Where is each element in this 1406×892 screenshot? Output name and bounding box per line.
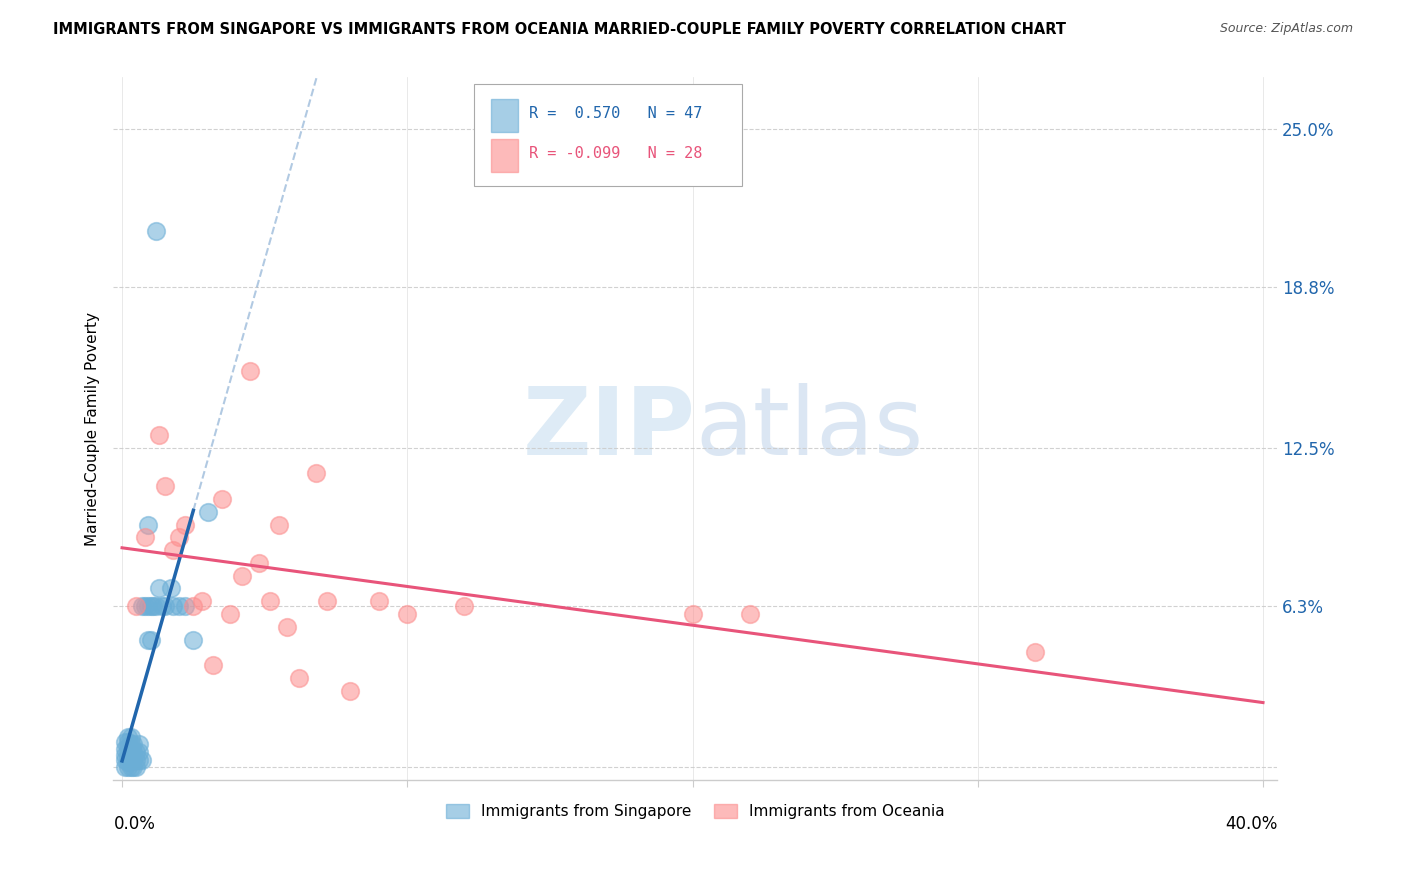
Point (316, 594, 339, 608)
Point (117, 730, 139, 744)
Point (162, 599, 184, 614)
FancyBboxPatch shape (491, 99, 519, 132)
Point (122, 760, 145, 774)
Point (162, 543, 184, 558)
Point (120, 737, 142, 751)
Text: IMMIGRANTS FROM SINGAPORE VS IMMIGRANTS FROM OCEANIA MARRIED-COUPLE FAMILY POVER: IMMIGRANTS FROM SINGAPORE VS IMMIGRANTS … (53, 22, 1066, 37)
Point (145, 224, 167, 238)
Point (136, 599, 159, 614)
Point (173, 517, 195, 532)
Point (148, 428, 170, 442)
Point (120, 730, 142, 744)
Point (367, 594, 389, 608)
Text: 0.0%: 0.0% (114, 815, 156, 833)
Point (305, 467, 328, 481)
Text: atlas: atlas (696, 383, 924, 475)
Point (197, 505, 219, 519)
Point (120, 760, 142, 774)
Point (117, 745, 139, 759)
Point (131, 599, 153, 614)
Point (202, 658, 225, 673)
Point (134, 599, 156, 614)
Point (159, 582, 181, 596)
Point (219, 607, 242, 621)
Point (125, 753, 148, 767)
Point (211, 491, 233, 506)
Text: R = -0.099   N = 28: R = -0.099 N = 28 (529, 146, 703, 161)
Point (682, 607, 704, 621)
FancyBboxPatch shape (491, 138, 519, 171)
Point (117, 735, 139, 749)
Y-axis label: Married-Couple Family Poverty: Married-Couple Family Poverty (86, 311, 100, 546)
Point (136, 517, 159, 532)
Point (117, 739, 139, 754)
Point (120, 745, 142, 759)
Point (117, 750, 139, 764)
Point (153, 479, 176, 493)
Point (231, 568, 253, 582)
Legend: Immigrants from Singapore, Immigrants from Oceania: Immigrants from Singapore, Immigrants fr… (440, 797, 950, 825)
Point (167, 599, 190, 614)
Point (122, 737, 145, 751)
Text: ZIP: ZIP (523, 383, 696, 475)
Point (396, 607, 419, 621)
Point (183, 599, 205, 614)
Point (142, 599, 165, 614)
Point (128, 745, 150, 759)
FancyBboxPatch shape (474, 85, 742, 186)
Point (139, 632, 162, 647)
Point (114, 747, 136, 762)
Point (153, 599, 176, 614)
Point (247, 556, 270, 570)
Point (239, 364, 262, 378)
Point (453, 599, 475, 614)
Point (120, 753, 142, 767)
Point (167, 530, 190, 544)
Point (276, 620, 298, 634)
Text: Source: ZipAtlas.com: Source: ZipAtlas.com (1219, 22, 1353, 36)
Point (136, 632, 159, 647)
Point (148, 582, 170, 596)
Point (150, 599, 173, 614)
Point (117, 755, 139, 769)
Point (1024, 645, 1046, 659)
Point (122, 753, 145, 767)
Point (122, 745, 145, 759)
Point (114, 735, 136, 749)
Point (145, 599, 167, 614)
Point (738, 607, 761, 621)
Point (117, 760, 139, 774)
Point (131, 753, 153, 767)
Point (173, 599, 195, 614)
Point (125, 760, 148, 774)
Point (125, 745, 148, 759)
Point (339, 683, 361, 698)
Text: 40.0%: 40.0% (1225, 815, 1277, 833)
Point (125, 599, 148, 614)
Point (114, 742, 136, 756)
Point (139, 599, 162, 614)
Point (128, 737, 150, 751)
Point (114, 753, 136, 767)
Point (134, 530, 156, 544)
Point (183, 632, 205, 647)
Point (128, 753, 150, 767)
Point (267, 517, 290, 532)
Point (191, 594, 214, 608)
Point (259, 594, 281, 608)
Point (114, 760, 136, 774)
Point (288, 671, 311, 685)
Text: R =  0.570   N = 47: R = 0.570 N = 47 (529, 105, 703, 120)
